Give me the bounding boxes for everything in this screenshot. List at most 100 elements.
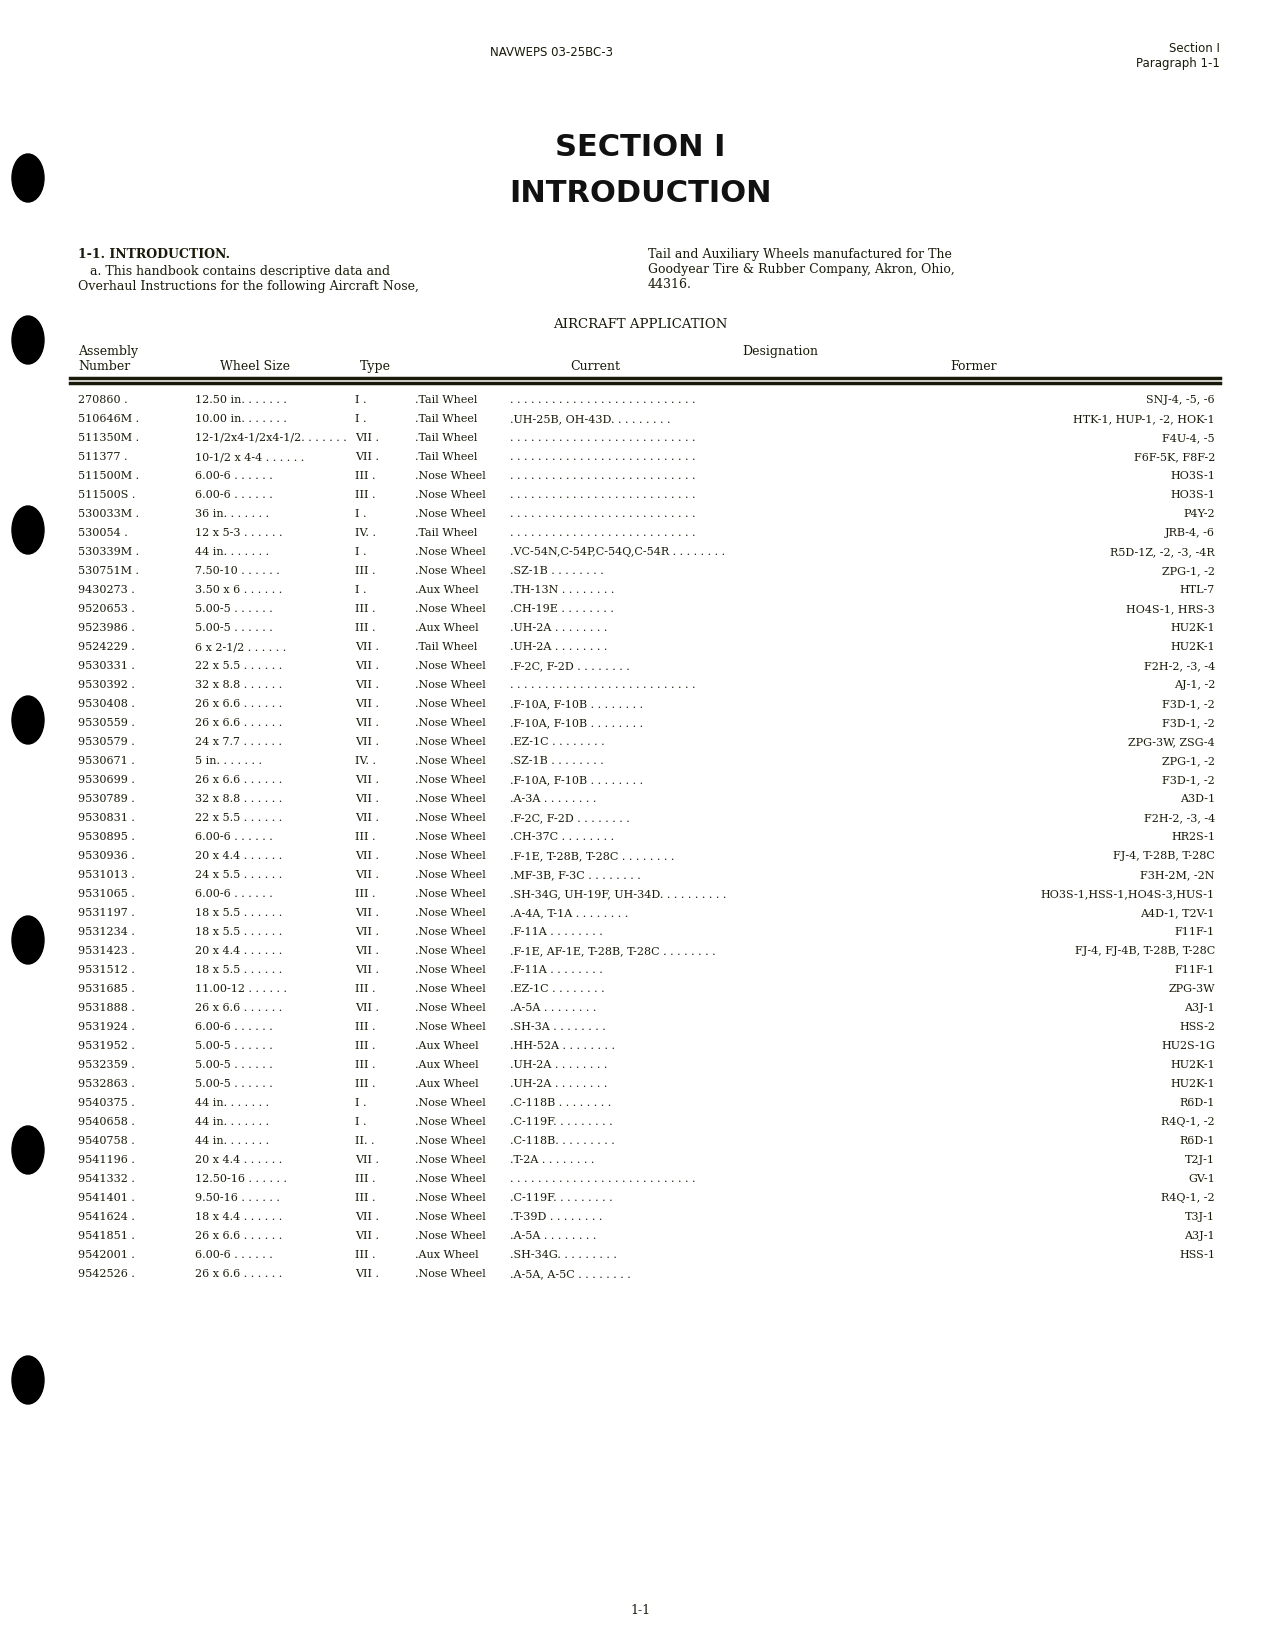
Text: F6F-5K, F8F-2: F6F-5K, F8F-2: [1133, 452, 1215, 462]
Text: ZPG-1, -2: ZPG-1, -2: [1163, 566, 1215, 576]
Text: 10.00 in. . . . . . .: 10.00 in. . . . . . .: [194, 414, 286, 424]
Text: III .: III .: [356, 1193, 376, 1203]
Text: F11F-1: F11F-1: [1175, 927, 1215, 936]
Text: III .: III .: [356, 984, 376, 994]
Text: I .: I .: [356, 509, 367, 519]
Text: VII .: VII .: [356, 1231, 379, 1241]
Text: . . . . . . . . . . . . . . . . . . . . . . . . . . .: . . . . . . . . . . . . . . . . . . . . …: [510, 529, 696, 539]
Text: 1-1. INTRODUCTION.: 1-1. INTRODUCTION.: [78, 247, 230, 260]
Text: .SH-3A . . . . . . . .: .SH-3A . . . . . . . .: [510, 1021, 606, 1031]
Text: HU2S-1G: HU2S-1G: [1161, 1041, 1215, 1051]
Text: HO3S-1: HO3S-1: [1170, 489, 1215, 499]
Text: .Nose Wheel: .Nose Wheel: [414, 1156, 486, 1166]
Text: 12.50 in. . . . . . .: 12.50 in. . . . . . .: [194, 395, 286, 404]
Text: 12 x 5-3 . . . . . .: 12 x 5-3 . . . . . .: [194, 529, 283, 539]
Text: 9542526 .: 9542526 .: [78, 1269, 134, 1278]
Text: III .: III .: [356, 889, 376, 899]
Text: .Tail Wheel: .Tail Wheel: [414, 529, 477, 539]
Text: 9532863 .: 9532863 .: [78, 1079, 134, 1089]
Text: 44 in. . . . . . .: 44 in. . . . . . .: [194, 1136, 269, 1146]
Text: IV. .: IV. .: [356, 756, 376, 766]
Text: 511377 .: 511377 .: [78, 452, 128, 462]
Text: . . . . . . . . . . . . . . . . . . . . . . . . . . .: . . . . . . . . . . . . . . . . . . . . …: [510, 509, 696, 519]
Text: 12.50-16 . . . . . .: 12.50-16 . . . . . .: [194, 1174, 286, 1184]
Text: .Nose Wheel: .Nose Wheel: [414, 489, 486, 499]
Text: VII .: VII .: [356, 1156, 379, 1166]
Text: .SZ-1B . . . . . . . .: .SZ-1B . . . . . . . .: [510, 756, 604, 766]
Text: 9530579 .: 9530579 .: [78, 737, 134, 746]
Text: . . . . . . . . . . . . . . . . . . . . . . . . . . .: . . . . . . . . . . . . . . . . . . . . …: [510, 452, 696, 462]
Text: .Nose Wheel: .Nose Wheel: [414, 547, 486, 557]
Ellipse shape: [12, 316, 43, 363]
Text: 22 x 5.5 . . . . . .: 22 x 5.5 . . . . . .: [194, 661, 283, 671]
Text: .UH-2A . . . . . . . .: .UH-2A . . . . . . . .: [510, 642, 608, 652]
Text: I .: I .: [356, 547, 367, 557]
Text: VII .: VII .: [356, 774, 379, 786]
Text: AJ-1, -2: AJ-1, -2: [1174, 679, 1215, 691]
Text: 44 in. . . . . . .: 44 in. . . . . . .: [194, 547, 269, 557]
Text: Number: Number: [78, 360, 130, 373]
Text: .Nose Wheel: .Nose Wheel: [414, 1231, 486, 1241]
Text: 511500M .: 511500M .: [78, 471, 139, 481]
Text: 9541401 .: 9541401 .: [78, 1193, 134, 1203]
Text: .C-118B. . . . . . . . .: .C-118B. . . . . . . . .: [510, 1136, 615, 1146]
Text: 9541332 .: 9541332 .: [78, 1174, 134, 1184]
Text: .Nose Wheel: .Nose Wheel: [414, 699, 486, 709]
Text: .Nose Wheel: .Nose Wheel: [414, 946, 486, 956]
Text: HSS-1: HSS-1: [1179, 1251, 1215, 1260]
Text: . . . . . . . . . . . . . . . . . . . . . . . . . . .: . . . . . . . . . . . . . . . . . . . . …: [510, 489, 696, 499]
Text: HU2K-1: HU2K-1: [1170, 624, 1215, 634]
Text: 9530789 .: 9530789 .: [78, 794, 134, 804]
Text: 9541196 .: 9541196 .: [78, 1156, 134, 1166]
Text: F3D-1, -2: F3D-1, -2: [1163, 699, 1215, 709]
Text: .Aux Wheel: .Aux Wheel: [414, 584, 478, 594]
Text: F2H-2, -3, -4: F2H-2, -3, -4: [1143, 814, 1215, 823]
Text: ZPG-3W, ZSG-4: ZPG-3W, ZSG-4: [1128, 737, 1215, 746]
Text: .Nose Wheel: .Nose Wheel: [414, 679, 486, 691]
Text: 20 x 4.4 . . . . . .: 20 x 4.4 . . . . . .: [194, 946, 283, 956]
Text: .Nose Wheel: .Nose Wheel: [414, 1136, 486, 1146]
Text: III .: III .: [356, 1079, 376, 1089]
Text: HU2K-1: HU2K-1: [1170, 1079, 1215, 1089]
Text: F3D-1, -2: F3D-1, -2: [1163, 719, 1215, 728]
Text: .Tail Wheel: .Tail Wheel: [414, 434, 477, 444]
Text: .Nose Wheel: .Nose Wheel: [414, 1269, 486, 1278]
Text: 6.00-6 . . . . . .: 6.00-6 . . . . . .: [194, 1021, 272, 1031]
Text: .Aux Wheel: .Aux Wheel: [414, 1061, 478, 1071]
Text: .CH-19E . . . . . . . .: .CH-19E . . . . . . . .: [510, 604, 614, 614]
Text: VII .: VII .: [356, 1269, 379, 1278]
Text: .Nose Wheel: .Nose Wheel: [414, 1193, 486, 1203]
Ellipse shape: [12, 917, 43, 964]
Text: 9524229 .: 9524229 .: [78, 642, 134, 652]
Text: III .: III .: [356, 566, 376, 576]
Text: 18 x 5.5 . . . . . .: 18 x 5.5 . . . . . .: [194, 909, 283, 918]
Text: II. .: II. .: [356, 1136, 375, 1146]
Text: III .: III .: [356, 624, 376, 634]
Text: Paragraph 1-1: Paragraph 1-1: [1136, 57, 1220, 69]
Text: . . . . . . . . . . . . . . . . . . . . . . . . . . .: . . . . . . . . . . . . . . . . . . . . …: [510, 679, 696, 691]
Text: HO4S-1, HRS-3: HO4S-1, HRS-3: [1127, 604, 1215, 614]
Text: HTK-1, HUP-1, -2, HOK-1: HTK-1, HUP-1, -2, HOK-1: [1073, 414, 1215, 424]
Text: .T-2A . . . . . . . .: .T-2A . . . . . . . .: [510, 1156, 595, 1166]
Text: 1-1: 1-1: [631, 1604, 650, 1616]
Text: . . . . . . . . . . . . . . . . . . . . . . . . . . .: . . . . . . . . . . . . . . . . . . . . …: [510, 434, 696, 444]
Text: 9531685 .: 9531685 .: [78, 984, 134, 994]
Text: VII .: VII .: [356, 679, 379, 691]
Text: P4Y-2: P4Y-2: [1183, 509, 1215, 519]
Text: F11F-1: F11F-1: [1175, 964, 1215, 976]
Text: .Nose Wheel: .Nose Wheel: [414, 889, 486, 899]
Text: Type: Type: [359, 360, 391, 373]
Text: F2H-2, -3, -4: F2H-2, -3, -4: [1143, 661, 1215, 671]
Text: 18 x 4.4 . . . . . .: 18 x 4.4 . . . . . .: [194, 1211, 283, 1221]
Text: .Nose Wheel: .Nose Wheel: [414, 1116, 486, 1126]
Text: 9520653 .: 9520653 .: [78, 604, 134, 614]
Text: .CH-37C . . . . . . . .: .CH-37C . . . . . . . .: [510, 832, 614, 841]
Text: 26 x 6.6 . . . . . .: 26 x 6.6 . . . . . .: [194, 1269, 283, 1278]
Text: SECTION I: SECTION I: [555, 134, 725, 162]
Text: 24 x 7.7 . . . . . .: 24 x 7.7 . . . . . .: [194, 737, 281, 746]
Text: 6.00-6 . . . . . .: 6.00-6 . . . . . .: [194, 889, 272, 899]
Text: HO3S-1,HSS-1,HO4S-3,HUS-1: HO3S-1,HSS-1,HO4S-3,HUS-1: [1041, 889, 1215, 899]
Text: GV-1: GV-1: [1188, 1174, 1215, 1184]
Text: HSS-2: HSS-2: [1179, 1021, 1215, 1031]
Text: .HH-52A . . . . . . . .: .HH-52A . . . . . . . .: [510, 1041, 615, 1051]
